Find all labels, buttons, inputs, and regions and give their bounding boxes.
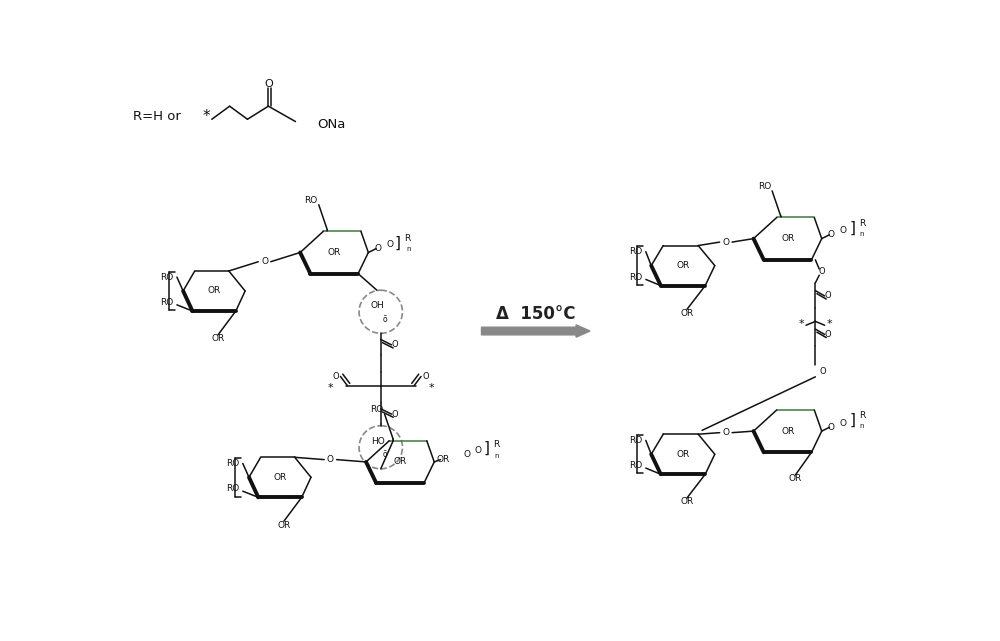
Text: n: n xyxy=(406,246,411,252)
Text: O: O xyxy=(820,367,826,376)
Text: RO: RO xyxy=(226,485,240,494)
Text: RO: RO xyxy=(161,272,174,281)
Text: R: R xyxy=(859,219,865,228)
Text: RO: RO xyxy=(758,182,771,191)
Text: R: R xyxy=(859,412,865,420)
Text: R: R xyxy=(493,440,499,449)
Text: O: O xyxy=(840,226,847,235)
Text: ]: ] xyxy=(850,221,856,235)
Text: O: O xyxy=(828,230,835,239)
Text: O: O xyxy=(828,423,835,432)
Text: HO: HO xyxy=(371,437,385,445)
Text: O: O xyxy=(463,450,470,459)
Text: OH: OH xyxy=(371,301,385,310)
Text: *: * xyxy=(799,319,804,329)
Text: *: * xyxy=(827,319,832,329)
Text: OR: OR xyxy=(676,261,690,270)
Text: *: * xyxy=(203,110,210,124)
Text: RO: RO xyxy=(161,298,174,307)
Text: O: O xyxy=(387,240,394,249)
Text: n: n xyxy=(860,424,864,429)
Text: OR: OR xyxy=(437,455,450,464)
Text: RO: RO xyxy=(629,462,643,470)
Text: O: O xyxy=(374,244,381,253)
Text: OR: OR xyxy=(277,520,290,529)
Text: O: O xyxy=(840,419,847,428)
Text: O: O xyxy=(824,292,831,301)
Text: RO: RO xyxy=(629,436,643,445)
Text: Δ  150°C: Δ 150°C xyxy=(496,305,576,323)
Text: OR: OR xyxy=(273,473,287,482)
Text: ]: ] xyxy=(850,413,856,428)
Text: O: O xyxy=(332,372,339,381)
Text: n: n xyxy=(860,231,864,237)
Text: O: O xyxy=(818,267,825,276)
FancyArrow shape xyxy=(482,325,590,337)
Text: OR: OR xyxy=(208,287,221,296)
Text: O: O xyxy=(722,428,729,437)
Text: OR: OR xyxy=(394,458,407,467)
Text: ō: ō xyxy=(382,315,387,324)
Text: RO: RO xyxy=(226,459,240,468)
Text: *: * xyxy=(328,383,333,393)
Text: ONa: ONa xyxy=(317,118,346,131)
Text: RO: RO xyxy=(629,272,643,281)
Text: O: O xyxy=(327,455,334,464)
Text: O: O xyxy=(422,372,429,381)
Text: OR: OR xyxy=(680,309,694,318)
Text: ō: ō xyxy=(382,451,387,460)
Text: R: R xyxy=(404,234,410,243)
Text: O: O xyxy=(475,446,482,455)
Text: OR: OR xyxy=(781,234,794,243)
Text: OR: OR xyxy=(211,334,225,343)
Text: RO: RO xyxy=(304,196,318,204)
Text: O: O xyxy=(391,340,398,349)
Text: OR: OR xyxy=(781,427,794,436)
Text: n: n xyxy=(494,453,498,459)
Text: RO: RO xyxy=(629,247,643,256)
Text: ]: ] xyxy=(395,236,401,251)
Text: O: O xyxy=(264,79,273,89)
Text: O: O xyxy=(391,410,398,419)
Text: *: * xyxy=(428,383,434,393)
Text: RO: RO xyxy=(370,405,384,414)
Text: O: O xyxy=(261,257,268,266)
Text: OR: OR xyxy=(328,248,341,257)
Text: ]: ] xyxy=(484,440,490,456)
Text: OR: OR xyxy=(676,450,690,459)
Text: O: O xyxy=(824,330,831,339)
Text: OR: OR xyxy=(680,497,694,506)
Text: OR: OR xyxy=(789,474,802,483)
Text: O: O xyxy=(722,238,729,247)
Text: R=H or: R=H or xyxy=(133,110,181,124)
